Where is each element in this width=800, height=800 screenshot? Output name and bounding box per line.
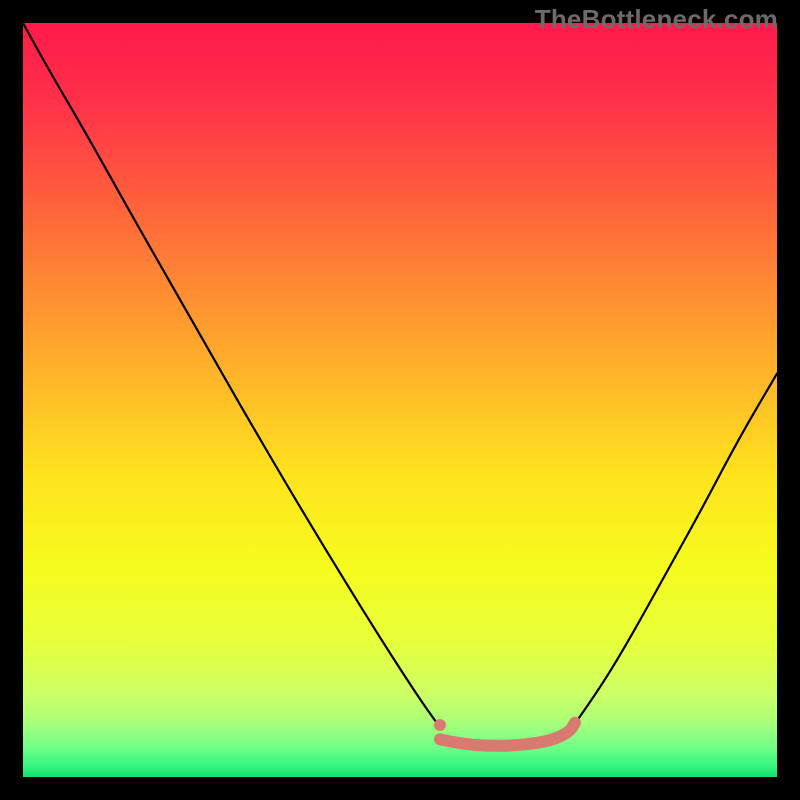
right-curve — [573, 374, 777, 726]
optimal-range-bar — [440, 723, 575, 746]
optimal-point-dot — [434, 719, 446, 731]
left-curve — [23, 23, 438, 724]
curve-layer — [23, 23, 777, 777]
watermark-text: TheBottleneck.com — [535, 4, 778, 35]
chart-stage: TheBottleneck.com — [0, 0, 800, 800]
plot-area — [23, 23, 777, 777]
